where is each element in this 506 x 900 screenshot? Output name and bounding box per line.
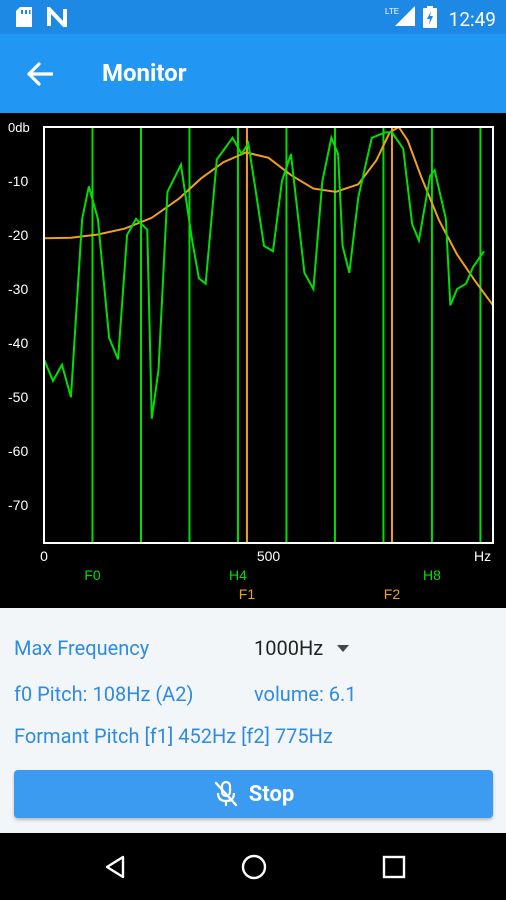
sd-card-icon xyxy=(16,7,32,31)
stop-button[interactable]: Stop xyxy=(14,770,493,818)
nav-back-button[interactable] xyxy=(95,847,135,887)
max-frequency-value: 1000Hz xyxy=(254,636,324,660)
x-tick-label: 0 xyxy=(40,548,48,564)
formant-label: F1 xyxy=(239,586,256,602)
f0-pitch-text: f0 Pitch: 108Hz (A2) xyxy=(14,682,194,706)
spectrum-chart: 0db -10 -20 -30 -40 -50 -60 -70 0 500 Hz F0 H4 H8 F1… xyxy=(0,113,506,608)
mic-off-icon xyxy=(214,780,237,807)
clock-time: 12:49 xyxy=(448,8,496,31)
app-bar: Monitor xyxy=(0,34,506,113)
signal-icon: LTE xyxy=(385,6,417,33)
status-left xyxy=(16,3,68,32)
battery-icon xyxy=(422,6,437,33)
page-title: Monitor xyxy=(102,59,187,87)
volume-text: volume: 6.1 xyxy=(254,682,357,706)
y-tick-label: -50 xyxy=(8,389,28,405)
spectrum-chart-svg: 0db -10 -20 -30 -40 -50 -60 -70 0 500 Hz F0 H4 H8 F1… xyxy=(8,120,494,602)
back-triangle-icon xyxy=(105,855,125,879)
nav-recents-button[interactable] xyxy=(374,847,414,887)
network-label: LTE xyxy=(385,7,399,16)
recents-square-icon xyxy=(382,855,406,879)
y-tick-label: -20 xyxy=(8,227,28,243)
plot-frame xyxy=(43,126,494,544)
stop-button-label: Stop xyxy=(248,781,295,807)
max-frequency-dropdown[interactable]: 1000Hz xyxy=(254,636,350,660)
y-tick-label: 0db xyxy=(8,120,30,135)
y-tick-label: -30 xyxy=(8,281,28,297)
spectrum-line xyxy=(43,131,485,419)
harmonic-label: F0 xyxy=(84,567,101,583)
x-tick-label: Hz xyxy=(474,548,491,564)
notification-n-icon xyxy=(46,3,68,32)
dropdown-arrow-icon xyxy=(337,644,350,652)
y-tick-label: -70 xyxy=(8,497,28,513)
formant-pitch-text: Formant Pitch [f1] 452Hz [f2] 775Hz xyxy=(14,724,333,748)
y-tick-label: -10 xyxy=(8,173,28,189)
y-tick-label: -40 xyxy=(8,335,28,351)
x-tick-label: 500 xyxy=(257,548,281,564)
nav-bar xyxy=(0,833,506,900)
x-axis-ticks: 0 500 Hz xyxy=(40,548,491,564)
status-right: LTE 12:49 xyxy=(385,6,496,33)
formant-lines xyxy=(245,127,393,543)
max-frequency-label: Max Frequency xyxy=(14,636,150,660)
y-axis-ticks: 0db -10 -20 -30 -40 -50 -60 -70 xyxy=(8,120,30,513)
harmonic-lines xyxy=(91,127,482,543)
back-button[interactable] xyxy=(20,54,60,94)
formant-label: F2 xyxy=(384,586,401,602)
harmonic-label: H4 xyxy=(229,567,247,583)
harmonic-label: H8 xyxy=(423,567,441,583)
y-tick-label: -60 xyxy=(8,443,28,459)
nav-home-button[interactable] xyxy=(234,847,274,887)
formant-envelope-line xyxy=(43,125,494,306)
home-circle-icon xyxy=(241,854,267,880)
status-bar: LTE 12:49 xyxy=(0,0,506,34)
arrow-left-icon xyxy=(27,62,53,86)
marker-labels: F0 H4 H8 F1 F2 xyxy=(84,567,441,602)
